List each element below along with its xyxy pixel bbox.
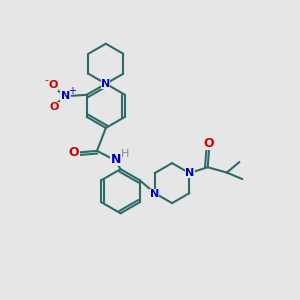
Text: -: - bbox=[45, 75, 49, 85]
Text: N: N bbox=[101, 79, 110, 89]
Text: N: N bbox=[111, 153, 121, 166]
Text: O: O bbox=[49, 80, 58, 90]
Text: O: O bbox=[69, 146, 79, 159]
Text: H: H bbox=[122, 149, 130, 159]
Text: +: + bbox=[68, 86, 76, 96]
Text: N: N bbox=[149, 189, 159, 199]
Text: N: N bbox=[61, 91, 70, 101]
Text: N: N bbox=[185, 167, 195, 178]
Text: O: O bbox=[204, 137, 214, 150]
Text: O: O bbox=[49, 102, 58, 112]
